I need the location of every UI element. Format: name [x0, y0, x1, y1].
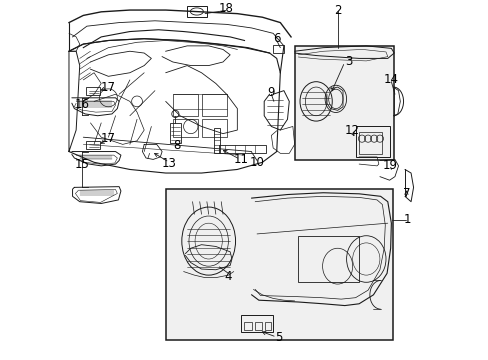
Bar	[294, 46, 393, 161]
Text: 10: 10	[249, 156, 264, 169]
Text: 7: 7	[402, 187, 409, 200]
Text: 19: 19	[383, 159, 397, 172]
Bar	[241, 315, 273, 332]
Text: 6: 6	[272, 32, 280, 45]
Text: 5: 5	[274, 331, 282, 344]
Bar	[172, 94, 198, 116]
Text: 15: 15	[75, 158, 89, 171]
Bar	[86, 87, 101, 95]
Text: 13: 13	[162, 157, 176, 170]
Text: 2: 2	[333, 4, 341, 17]
Bar	[355, 126, 389, 157]
Text: 17: 17	[101, 81, 116, 94]
Bar	[298, 236, 358, 282]
Text: 11: 11	[233, 153, 248, 166]
Bar	[264, 322, 270, 330]
Bar	[187, 6, 206, 17]
Bar	[86, 141, 101, 149]
Text: 8: 8	[172, 139, 180, 152]
Text: 4: 4	[224, 270, 232, 283]
Text: 16: 16	[75, 99, 89, 112]
Bar	[219, 145, 265, 153]
Bar	[165, 189, 392, 339]
Bar	[201, 119, 226, 137]
Bar	[244, 322, 251, 330]
Bar	[172, 119, 198, 137]
Text: 18: 18	[218, 3, 233, 15]
Text: 3: 3	[344, 55, 351, 68]
Text: 17: 17	[101, 132, 116, 145]
Bar	[214, 128, 220, 153]
Text: 14: 14	[383, 73, 398, 86]
Text: 12: 12	[344, 123, 359, 136]
Bar	[201, 94, 226, 116]
Text: 9: 9	[267, 86, 275, 99]
Bar	[273, 45, 284, 53]
Bar	[170, 123, 181, 143]
Bar	[358, 132, 382, 154]
Bar	[254, 322, 262, 330]
Text: 1: 1	[403, 213, 410, 226]
